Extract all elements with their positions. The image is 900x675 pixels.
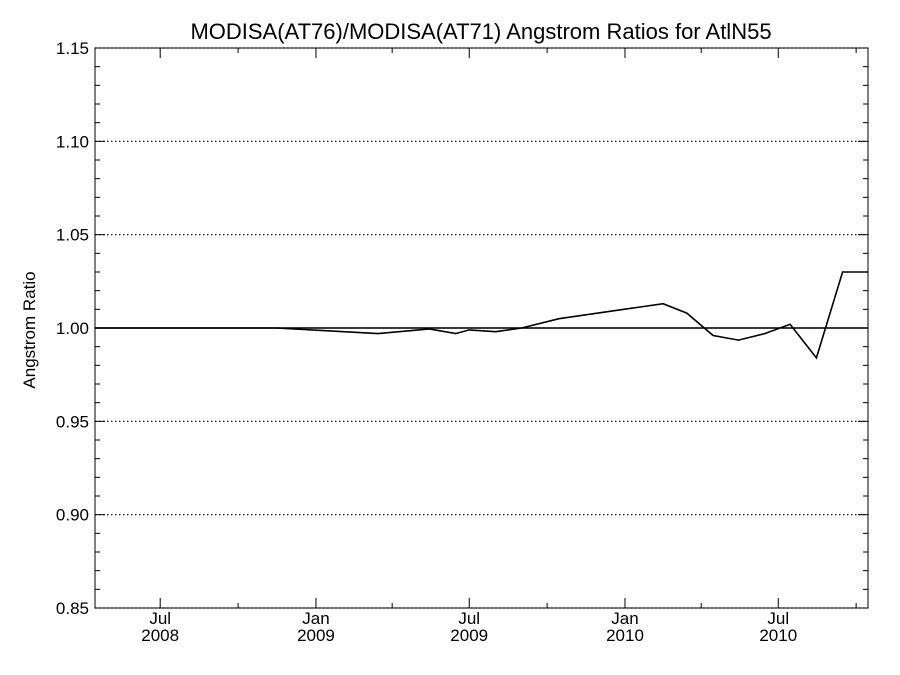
data-point [712,334,714,337]
y-tick-label: 0.85 [56,599,89,618]
data-point [494,331,497,333]
y-tick-label: 1.10 [56,132,89,151]
data-point [455,333,457,335]
x-tick-month: Jul [149,609,171,628]
y-tick-label: 1.00 [56,319,89,338]
data-point [197,327,199,329]
data-point [146,327,148,329]
x-tick-year: 2009 [297,626,335,645]
x-tick-month: Jul [767,609,789,628]
data-point [842,271,844,273]
y-axis-label: Angstrom Ratio [20,271,39,388]
data-point [662,303,664,305]
x-tick-year: 2010 [606,626,644,645]
data-point [428,328,431,330]
y-tick-label: 0.95 [56,412,89,431]
data-point [764,333,766,335]
y-tick-label: 0.90 [56,506,89,525]
series-line [95,271,868,360]
chart-title: MODISA(AT76)/MODISA(AT71) Angstrom Ratio… [190,19,771,44]
x-tick-year: 2009 [450,626,488,645]
y-tick-labels: 0.85 0.90 0.95 1.00 1.05 1.10 1.15 [56,39,89,618]
data-point [377,333,379,335]
data-points [94,271,869,359]
data-point [686,312,688,314]
x-tick-month: Jul [458,609,480,628]
x-tick-month: Jan [611,609,638,628]
data-point [468,329,470,331]
data-point [815,357,817,359]
data-point [521,327,523,329]
data-point [275,327,277,329]
x-tick-year: 2010 [759,626,797,645]
y-tick-label: 1.15 [56,39,89,58]
data-point [737,339,740,341]
x-tick-month: Jan [302,609,329,628]
x-tick-year: 2008 [141,626,179,645]
data-point [249,327,251,329]
data-point [327,330,329,332]
y-tick-label: 1.05 [56,226,89,245]
data-point [789,323,791,325]
data-point [558,318,560,320]
axis-ticks [95,47,868,609]
